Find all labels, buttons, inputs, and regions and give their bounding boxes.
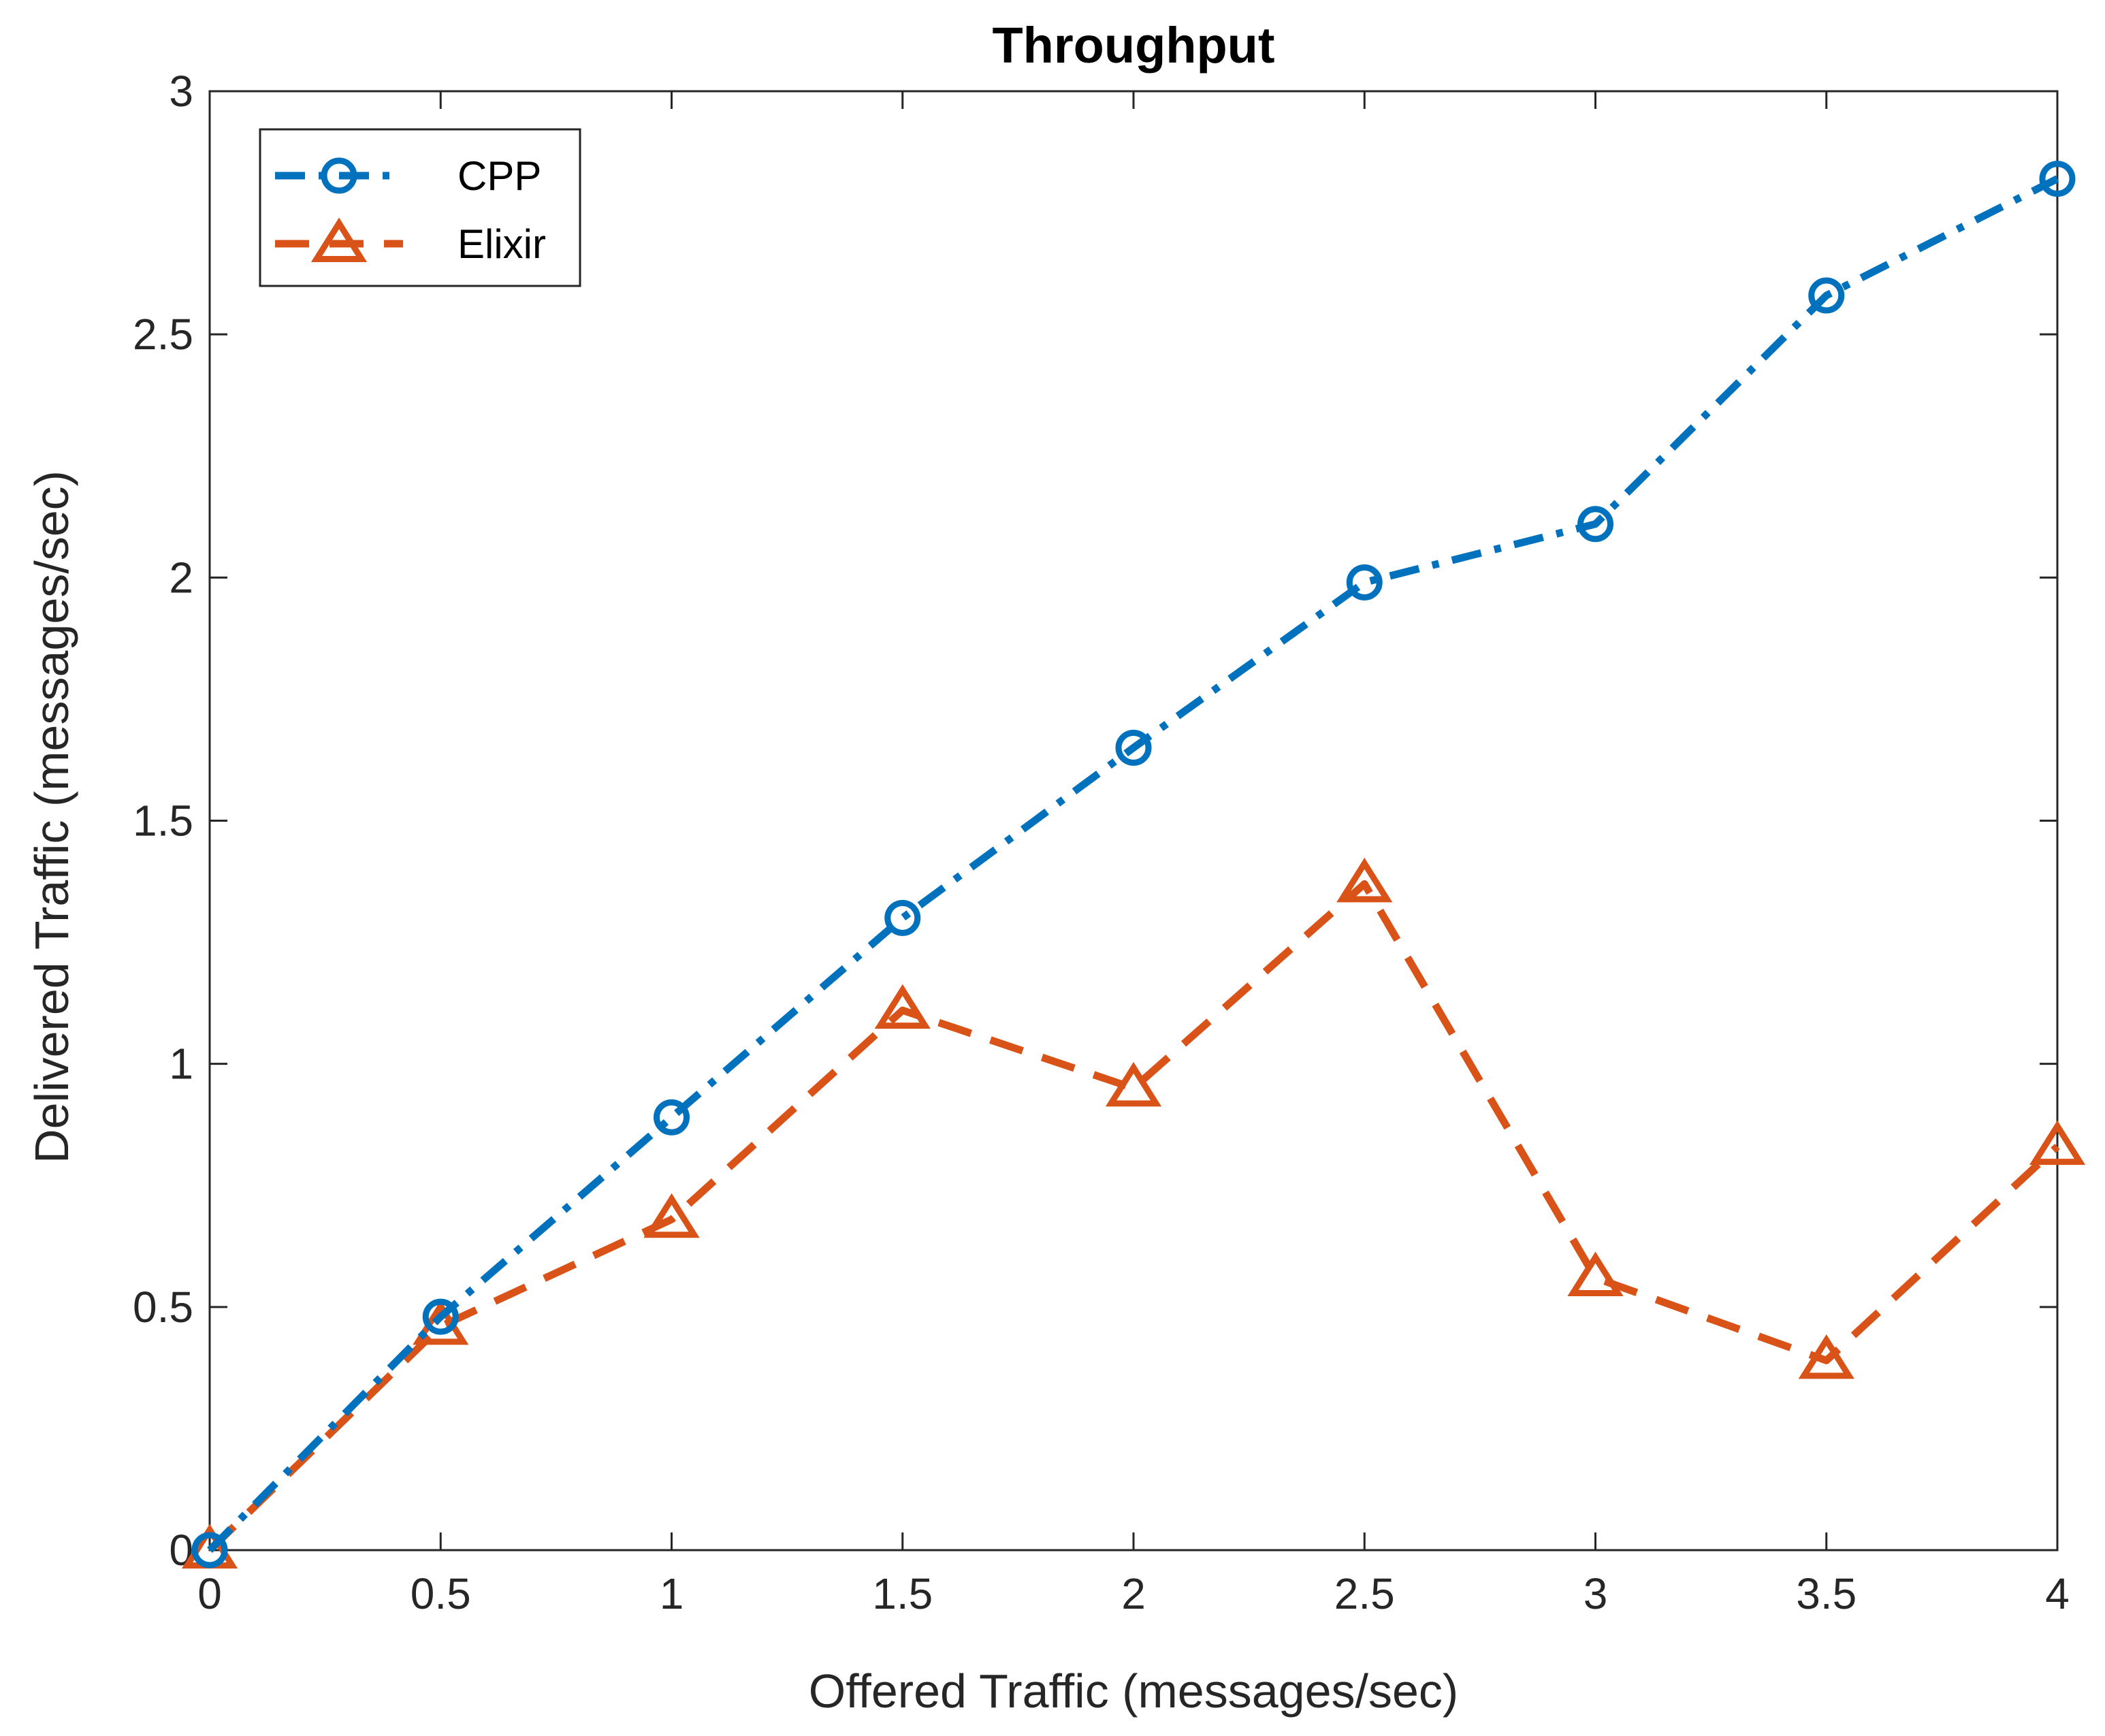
data-point-cpp [654, 1099, 690, 1136]
y-tick-label: 0.5 [133, 1283, 193, 1332]
series-elixir [181, 857, 2086, 1569]
legend: CPP Elixir [259, 128, 581, 287]
data-point-elixir [643, 1193, 700, 1238]
data-point-elixir [2029, 1120, 2086, 1166]
x-tick-label: 1 [660, 1569, 684, 1618]
x-axis-label: Offered Traffic (messages/sec) [809, 1665, 1458, 1718]
y-axis-label: Delivered Traffic (messages/sec) [25, 470, 78, 1163]
data-point-elixir [1567, 1251, 1624, 1296]
data-point-cpp [1346, 564, 1383, 600]
x-tick-label: 0 [197, 1569, 222, 1618]
plot-area: 0 0.5 1 1.5 2 2.5 3 3.5 400.511.522.53 [133, 67, 2070, 1618]
x-tick-label: 2 [1121, 1569, 1146, 1618]
data-point-cpp [1115, 729, 1152, 766]
data-point-cpp [2039, 161, 2076, 197]
x-tick-label: 3.5 [1796, 1569, 1857, 1618]
x-tick-label: 4 [2045, 1569, 2070, 1618]
y-tick-label: 3 [169, 67, 193, 116]
legend-marker-cpp [321, 157, 357, 194]
data-point-elixir [1798, 1334, 1854, 1379]
legend-marker-elixir [310, 217, 368, 262]
y-tick-label: 2 [169, 553, 193, 602]
series-line-elixir [207, 880, 2060, 1553]
data-point-cpp [191, 1532, 228, 1569]
legend-label-elixir: Elixir [457, 221, 546, 267]
data-point-elixir [874, 984, 931, 1029]
series-cpp [191, 161, 2076, 1569]
x-tick-label: 3 [1584, 1569, 1608, 1618]
data-point-elixir [1336, 857, 1393, 903]
x-tick-label: 2.5 [1334, 1569, 1395, 1618]
y-tick-label: 1 [169, 1040, 193, 1089]
x-tick-label: 0.5 [411, 1569, 471, 1618]
y-tick-label: 2.5 [133, 310, 193, 359]
x-tick-label: 1.5 [872, 1569, 933, 1618]
y-tick-label: 1.5 [133, 797, 193, 846]
series-line-cpp [207, 175, 2059, 1553]
data-point-elixir [1105, 1061, 1162, 1107]
legend-label-cpp: CPP [457, 153, 541, 199]
data-point-cpp [1577, 506, 1613, 543]
data-point-cpp [884, 899, 921, 936]
chart-title: Throughput [992, 17, 1274, 74]
data-point-cpp [1808, 277, 1845, 314]
data-point-cpp [422, 1298, 459, 1335]
series-layer [181, 161, 2086, 1569]
